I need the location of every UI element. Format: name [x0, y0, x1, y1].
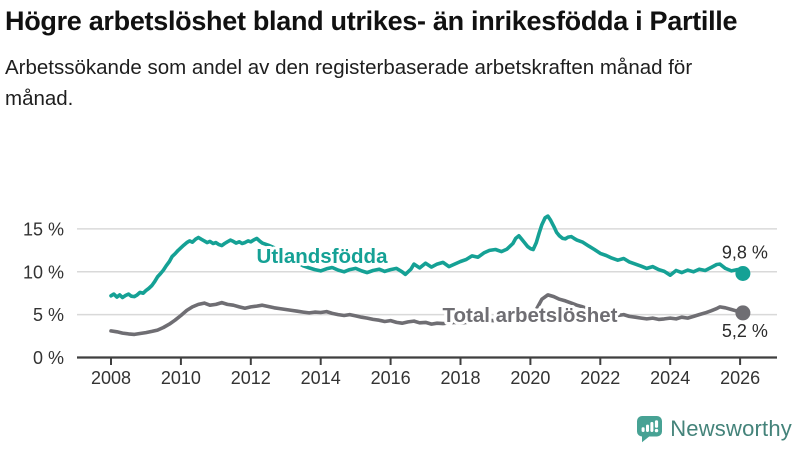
y-axis-label: 15 % — [23, 219, 64, 239]
x-axis-label: 2020 — [510, 368, 550, 388]
newsworthy-brand-text: Newsworthy — [670, 415, 792, 441]
chart-title: Högre arbetslöshet bland utrikes- än inr… — [5, 6, 738, 36]
y-axis-label: 5 % — [33, 305, 64, 325]
end-value-label-utlandsf-dda: 9,8 % — [722, 243, 768, 263]
x-axis-label: 2024 — [650, 368, 690, 388]
x-axis-label: 2008 — [91, 368, 131, 388]
x-axis-label: 2018 — [440, 368, 480, 388]
x-axis-label: 2022 — [580, 368, 620, 388]
newsworthy-logo-icon — [637, 416, 663, 443]
y-axis-label: 10 % — [23, 262, 64, 282]
x-axis-label: 2012 — [231, 368, 271, 388]
chart-subtitle: Arbetssökande som andel av den registerb… — [5, 55, 693, 110]
chart-header: Högre arbetslöshet bland utrikes- än inr… — [5, 5, 775, 114]
series-endpoint-utlandsf-dda — [735, 266, 751, 282]
series-line-total-arbetsl-shet — [109, 293, 745, 337]
newsworthy-brand: Newsworthy — [636, 414, 792, 443]
y-axis-label: 0 % — [33, 348, 64, 368]
x-axis-label: 2010 — [161, 368, 201, 388]
end-value-label-total-arbetsl-shet: 5,2 % — [722, 321, 768, 341]
x-axis-label: 2026 — [720, 368, 760, 388]
series-line-utlandsf-dda — [109, 214, 745, 300]
series-endpoint-total-arbetsl-shet — [735, 305, 751, 321]
series-label-total-arbetsl-shet: Total arbetslöshet — [442, 304, 617, 327]
x-axis-label: 2016 — [371, 368, 411, 388]
series-label-utlandsf-dda: Utlandsfödda — [257, 245, 389, 268]
x-axis-label: 2014 — [301, 368, 341, 388]
